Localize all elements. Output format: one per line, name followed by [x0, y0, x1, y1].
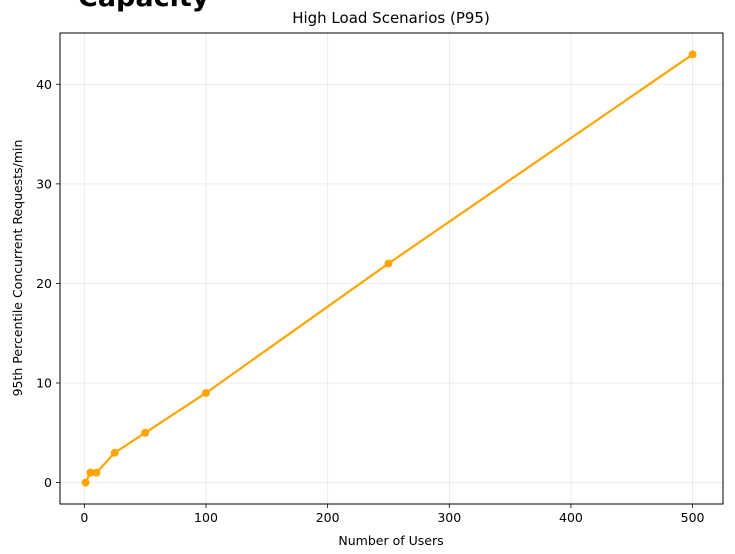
data-point: [110, 448, 119, 457]
series-layer: [81, 50, 697, 487]
y-axis-label: 95th Percentile Concurrent Requests/min: [10, 140, 25, 397]
data-point: [141, 428, 150, 437]
data-point: [201, 388, 210, 397]
y-tick-label: 0: [44, 475, 52, 490]
data-point: [81, 478, 90, 487]
x-tick-label: 500: [681, 510, 705, 525]
figure-heading: Capacity: [78, 0, 209, 11]
y-tick-label: 10: [36, 376, 52, 391]
x-tick-label: 400: [559, 510, 583, 525]
x-tick-label: 200: [316, 510, 340, 525]
data-point: [688, 50, 697, 59]
data-point: [384, 259, 393, 268]
chart-title: High Load Scenarios (P95): [292, 9, 490, 27]
series-line: [84, 53, 694, 484]
y-tick-label: 30: [36, 176, 52, 191]
y-tick-label: 40: [36, 77, 52, 92]
y-axis: 0 10 20 30 40: [36, 77, 60, 490]
grid: [60, 33, 723, 504]
x-tick-label: 100: [194, 510, 218, 525]
x-axis: 0 100 200 300 400 500: [80, 504, 705, 525]
data-point: [92, 468, 101, 477]
x-tick-label: 300: [437, 510, 461, 525]
data-point: [86, 468, 95, 477]
x-axis-label: Number of Users: [338, 533, 443, 548]
x-tick-label: 0: [80, 510, 88, 525]
y-tick-label: 20: [36, 276, 52, 291]
plot-frame: [59, 32, 724, 505]
